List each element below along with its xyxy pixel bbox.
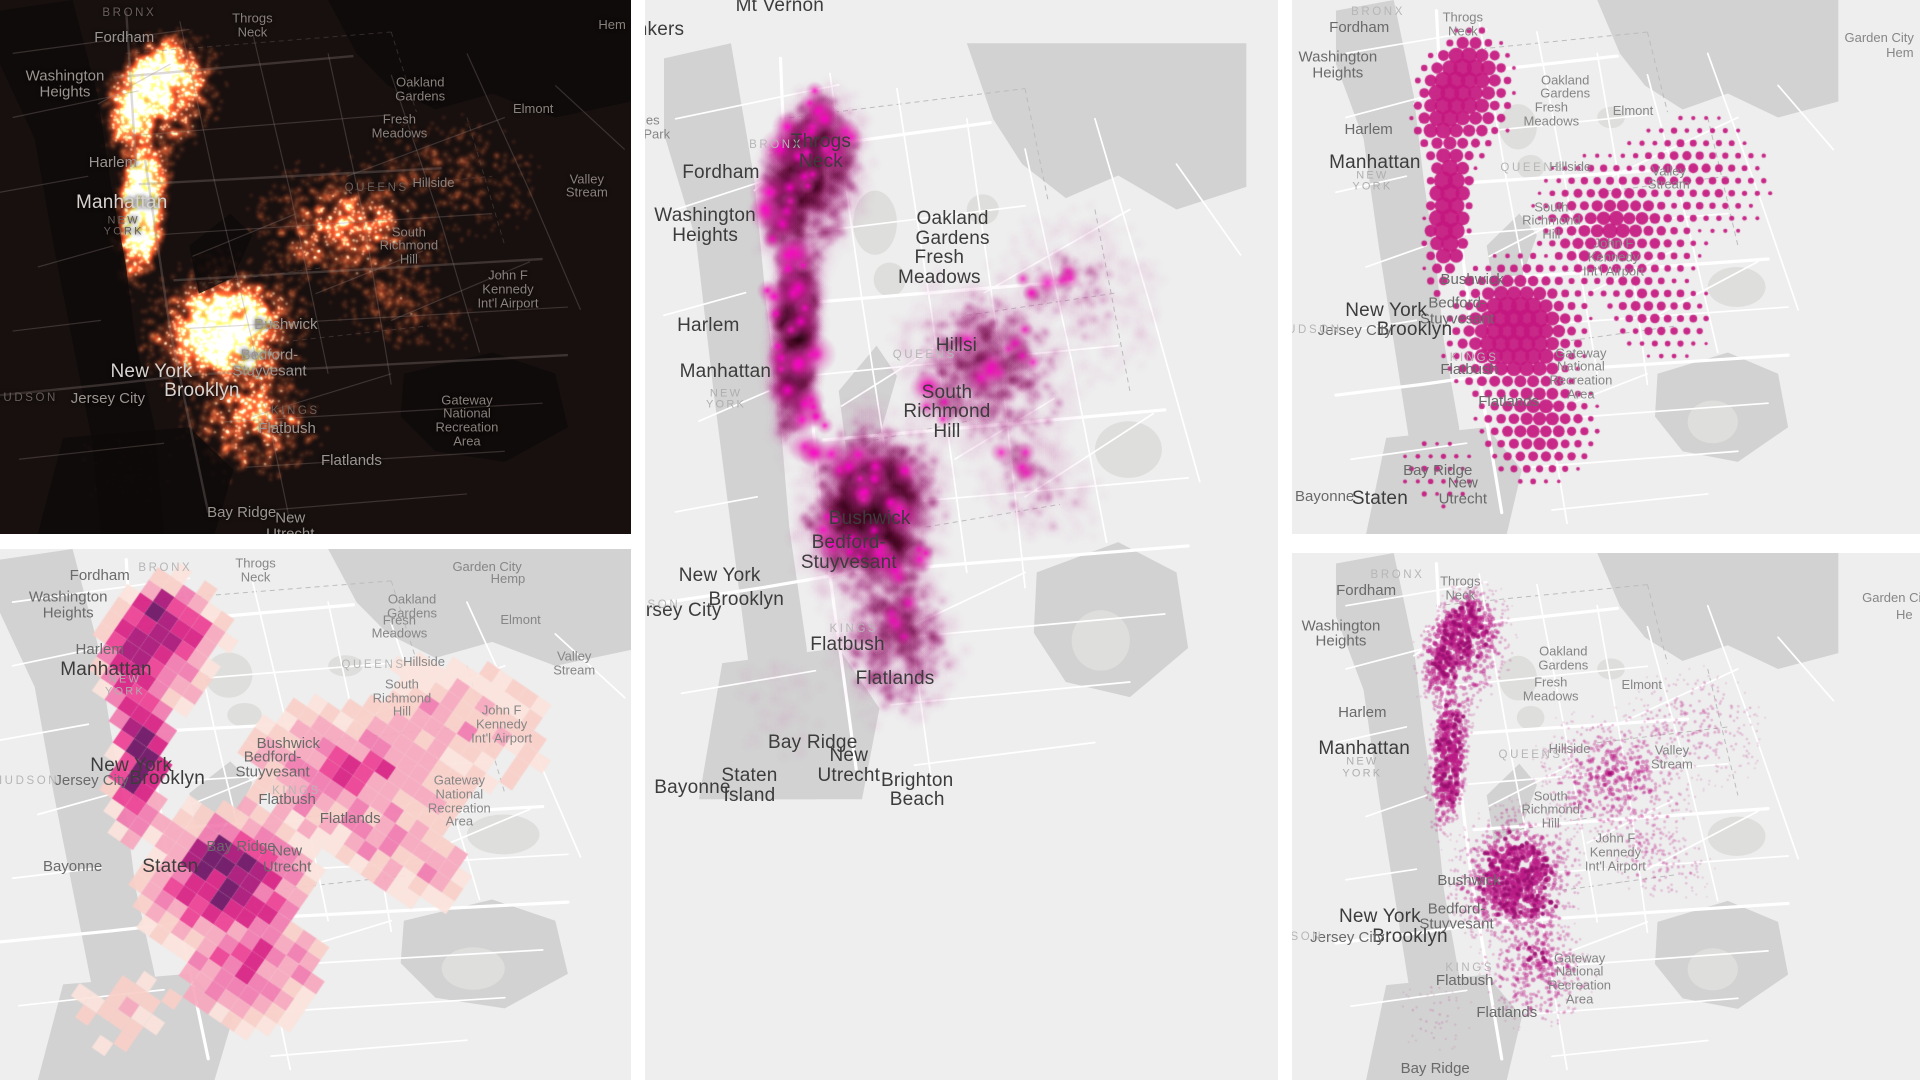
scatter-point-layer bbox=[1292, 553, 1920, 1080]
kde-heatmap-layer bbox=[645, 0, 1278, 1080]
panel-proportional-symbol-map[interactable]: BRONX Fordham Throgs Neck Garden City Hem Was… bbox=[1292, 0, 1920, 534]
dark-density-layer bbox=[0, 0, 631, 534]
graduated-circle-layer bbox=[1292, 0, 1920, 534]
panel-point-scatter-map[interactable]: BRONX Fordham Throgs Neck Garden Ci He Washin… bbox=[1292, 553, 1920, 1080]
bin-choropleth-layer bbox=[0, 549, 631, 1080]
panel-binned-choropleth-map[interactable]: BRONX Fordham Throgs Neck Garden City Hemp Wa… bbox=[0, 549, 631, 1080]
panel-dark-density-map[interactable]: BRONX Fordham Throgs Neck Hem Washington Hei… bbox=[0, 0, 631, 534]
